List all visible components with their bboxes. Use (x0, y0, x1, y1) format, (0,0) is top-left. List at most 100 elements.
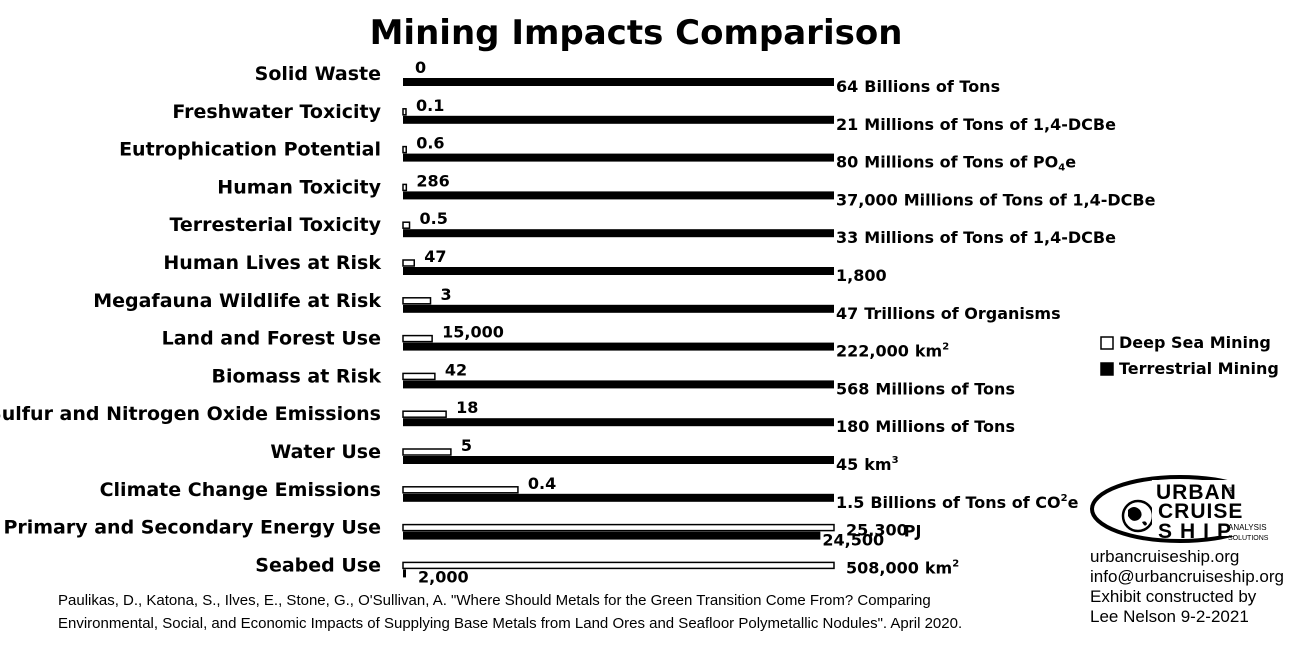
unit-label: Billions of Tons of CO2e (870, 493, 1078, 512)
value-label-terrestrial: 24,500 (822, 531, 884, 550)
unit-label: Millions of Tons of 1,4-DCBe (904, 190, 1156, 209)
legend-label-terrestrial: Terrestrial Mining (1119, 359, 1279, 378)
unit-subscript: 4 (1058, 163, 1065, 174)
value-label-deep-sea: 42 (445, 360, 467, 379)
globe-icon-land (1128, 507, 1147, 526)
unit-label-text: PJ (904, 522, 922, 541)
unit-label: Millions of Tons (875, 417, 1015, 436)
value-label-deep-sea: 508,000 (846, 558, 919, 577)
unit-label: Billions of Tons (864, 77, 1000, 96)
unit-superscript: 3 (892, 455, 899, 466)
bar-deep-sea (402, 259, 416, 267)
bar-terrestrial (403, 304, 834, 313)
legend-label-deep-sea: Deep Sea Mining (1119, 333, 1271, 352)
brand-credit-line-1: Exhibit constructed by (1090, 587, 1257, 606)
value-label-deep-sea: 0.4 (528, 474, 556, 493)
value-label-terrestrial: 80 (836, 153, 858, 172)
logo-text-urban: URBAN (1156, 481, 1237, 504)
category-label: Water Use (270, 441, 381, 463)
value-label-deep-sea: 25,300 (846, 521, 908, 540)
bar-terrestrial (403, 78, 834, 86)
unit-label-text: Millions of Tons of 1,4-DCBe (864, 115, 1116, 134)
unit-label: Millions of Tons of 1,4-DCBe (864, 228, 1116, 247)
bar-deep-sea (402, 372, 436, 381)
value-label-deep-sea: 47 (424, 247, 446, 266)
bar-terrestrial (403, 229, 834, 238)
unit-tail: e (1068, 493, 1079, 512)
unit-label-text: Millions of Tons (875, 417, 1015, 436)
value-label-deep-sea: 0.5 (420, 209, 448, 228)
unit-label-text: km (915, 342, 942, 361)
category-label: Land and Forest Use (162, 328, 381, 350)
brand-credit-line-2: Lee Nelson 9-2-2021 (1090, 607, 1249, 626)
logo-text-ship: SHIP (1158, 520, 1239, 543)
value-label-terrestrial: 2,000 (418, 567, 469, 586)
unit-superscript: 2 (952, 558, 959, 569)
bar-deep-sea (402, 448, 452, 456)
unit-label-text: Trillions of Organisms (864, 304, 1060, 323)
unit-label: Millions of Tons of 1,4-DCBe (864, 115, 1116, 134)
value-label-deep-sea: 3 (441, 285, 452, 304)
value-label-terrestrial: 37,000 (836, 190, 898, 209)
unit-label: km3 (864, 455, 898, 474)
unit-label-text: Millions of Tons of 1,4-DCBe (864, 228, 1116, 247)
bar-terrestrial (403, 153, 834, 162)
value-label-terrestrial: 64 (836, 77, 858, 96)
category-label: Climate Change Emissions (100, 479, 381, 501)
bar-rows: Solid Waste 0 64 Billions of Tons Freshwater… (0, 58, 1156, 586)
brand-email: info@urbancruiseship.org (1090, 567, 1284, 586)
bar-deep-sea (402, 410, 447, 418)
logo-registered-mark: ® (1228, 486, 1234, 495)
logo-tag-analysis: ANALYSIS (1228, 523, 1267, 532)
value-label-deep-sea: 0.6 (416, 134, 444, 153)
unit-label-text: Millions of Tons (875, 379, 1015, 398)
category-label: Seabed Use (255, 554, 381, 576)
legend: Deep Sea Mining Terrestrial Mining (1100, 333, 1279, 378)
bar-terrestrial (403, 418, 834, 427)
bar-deep-sea (402, 561, 835, 570)
category-label: Biomass at Risk (211, 365, 381, 387)
category-label: Megafauna Wildlife at Risk (93, 290, 381, 312)
unit-label: Trillions of Organisms (864, 304, 1060, 323)
bar-deep-sea (402, 334, 433, 343)
legend-swatch-terrestrial (1100, 362, 1114, 376)
value-label-terrestrial: 21 (836, 115, 858, 134)
urban-cruise-ship-logo: URBAN CRUISE SHIP ANALYSIS SOLUTIONS ® (1090, 475, 1270, 543)
bar-deep-sea (402, 523, 835, 532)
value-label-terrestrial: 1,800 (836, 266, 887, 285)
value-label-deep-sea: 286 (416, 171, 449, 190)
unit-label-text: Millions of Tons of PO (864, 153, 1058, 172)
logo-text-cruise: CRUISE (1158, 500, 1243, 523)
bar-terrestrial (403, 191, 834, 200)
value-label-terrestrial: 180 (836, 417, 869, 436)
source-line-1: Paulikas, D., Katona, S., Ilves, E., Sto… (58, 592, 931, 609)
bar-terrestrial (403, 267, 834, 275)
value-label-terrestrial: 1.5 (836, 493, 864, 512)
bar-terrestrial (403, 531, 821, 540)
value-label-deep-sea: 0.1 (416, 96, 444, 115)
unit-label-text: Billions of Tons (864, 77, 1000, 96)
bar-terrestrial (403, 342, 834, 351)
bar-terrestrial (403, 493, 834, 502)
value-label-terrestrial: 568 (836, 379, 869, 398)
category-label: Terresterial Toxicity (169, 214, 381, 236)
bar-deep-sea (402, 183, 408, 192)
value-label-deep-sea: 18 (456, 398, 478, 417)
chart-title: Mining Impacts Comparison (370, 13, 903, 53)
bar-deep-sea (402, 221, 411, 229)
unit-label: km2 (915, 342, 949, 361)
unit-label: Millions of Tons (875, 379, 1015, 398)
unit-label-text: Billions of Tons of CO (870, 493, 1060, 512)
bar-deep-sea (402, 486, 519, 494)
category-label: Primary and Secondary Energy Use (3, 517, 381, 539)
unit-label: km2 (925, 558, 959, 577)
unit-superscript: 2 (942, 342, 949, 353)
bar-terrestrial (403, 380, 834, 389)
unit-label: PJ (904, 522, 922, 541)
value-label-terrestrial: 222,000 (836, 342, 909, 361)
category-label: Human Toxicity (217, 176, 381, 198)
bar-deep-sea (402, 297, 432, 305)
bar-terrestrial (403, 569, 406, 578)
value-label-deep-sea: 0 (415, 58, 426, 77)
